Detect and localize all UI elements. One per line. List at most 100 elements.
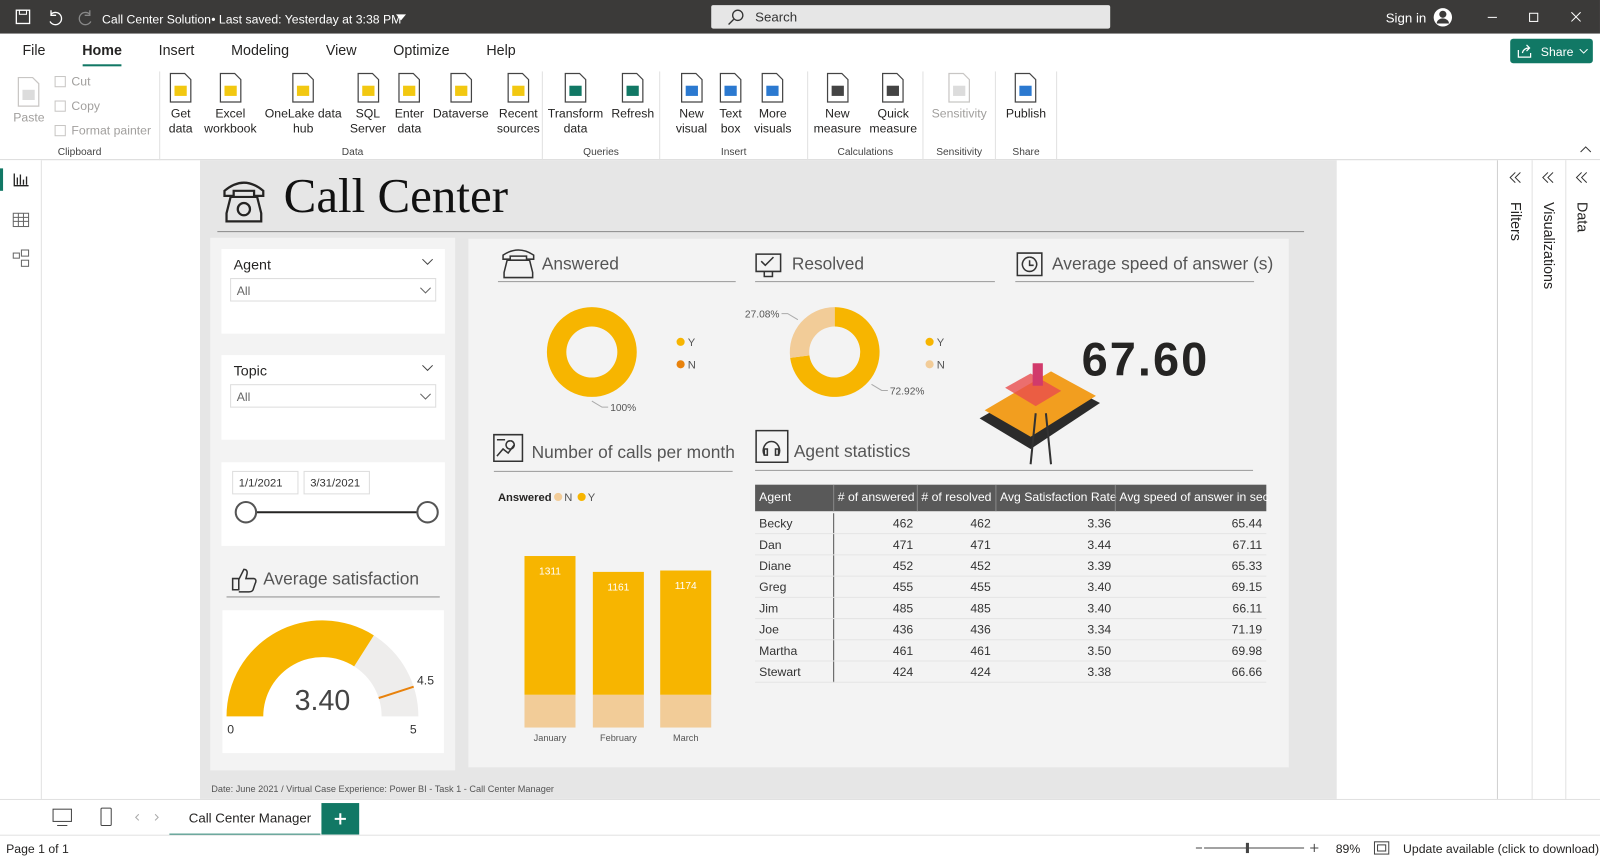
page-tab[interactable]: Call Center Manager <box>169 800 321 837</box>
button-label: Publish <box>1005 106 1047 121</box>
update-notice[interactable]: Update available (click to download) <box>1403 841 1600 857</box>
legend-title: Answered <box>498 492 552 504</box>
ribbon-button[interactable]: Publish <box>1003 71 1049 121</box>
ribbon-button[interactable]: Quick measure <box>866 71 920 136</box>
ribbon-button[interactable]: OneLake data hub <box>262 71 345 136</box>
ribbon-button[interactable]: Refresh <box>608 71 657 136</box>
table-cell: 424 <box>970 665 991 679</box>
icon-accent <box>361 85 374 96</box>
table-cell: 69.15 <box>1232 580 1263 594</box>
table-cell: 3.36 <box>1087 517 1111 531</box>
button-label: Quick <box>877 106 909 121</box>
zoom-slider[interactable] <box>1192 840 1325 856</box>
paste-button[interactable]: Paste <box>10 76 47 126</box>
add-page[interactable] <box>321 803 360 835</box>
menu-tab[interactable]: Insert <box>158 41 195 59</box>
button-icon <box>169 72 192 103</box>
menu-tab[interactable]: Help <box>486 41 516 59</box>
menu-tab[interactable]: Home <box>82 42 122 67</box>
bar-segment <box>660 694 712 728</box>
button-icon <box>507 72 530 103</box>
report-footer: Date: June 2021 / Virtual Case Experienc… <box>211 784 554 794</box>
table-cell: 65.44 <box>1232 517 1263 531</box>
table-cell: 436 <box>970 623 991 637</box>
x-tick-label: January <box>534 733 567 743</box>
menu-tab[interactable]: Optimize <box>393 41 450 59</box>
label-leader <box>781 313 799 321</box>
menu-tab[interactable]: View <box>325 41 357 59</box>
group-name: Calculations <box>837 146 894 159</box>
ribbon-button[interactable]: More visuals <box>751 71 795 136</box>
button-label: OneLake data <box>264 106 342 121</box>
table-header <box>755 484 1267 512</box>
pane-tab[interactable]: Filters <box>1508 170 1524 241</box>
menu-tab[interactable]: File <box>22 41 46 59</box>
search-box[interactable]: Search <box>711 5 1111 29</box>
menu-tab[interactable]: Modeling <box>231 41 290 59</box>
icon-accent <box>626 85 639 96</box>
button-label: data <box>397 121 422 136</box>
bar-segment <box>524 694 576 728</box>
menu-bar: File Home Insert Modeling View Optimize Help S… <box>0 33 1600 68</box>
small-button[interactable]: Copy <box>53 99 100 113</box>
ribbon-button[interactable]: Sensitivity <box>929 71 990 121</box>
table-cell: Stewart <box>759 665 801 679</box>
ribbon-button[interactable]: Enter data <box>391 71 428 136</box>
pane-tab[interactable]: Data <box>1574 170 1591 232</box>
ribbon-button[interactable]: Dataverse <box>430 71 492 136</box>
button-label: hub <box>292 121 314 136</box>
pane-tab[interactable]: Visualizations <box>1541 170 1557 289</box>
status-bar: Page 1 of 1 89% Update available (click … <box>0 834 1600 859</box>
chevrons <box>1575 172 1588 184</box>
sign-in[interactable]: Sign in <box>1385 10 1427 26</box>
heading-icon <box>231 568 257 593</box>
table-cell: 69.98 <box>1232 644 1263 658</box>
ribbon-button[interactable]: SQL Server <box>347 71 389 136</box>
icon-accent <box>831 85 844 96</box>
gauge-track <box>354 635 419 717</box>
ribbon-group: Paste Cut Copy Format painter Clipboard <box>0 71 161 161</box>
table-cell: 3.40 <box>1087 580 1111 594</box>
legend-label: N <box>937 359 945 371</box>
slicer-dropdown[interactable] <box>230 384 437 408</box>
share-button[interactable]: Share <box>1510 38 1593 64</box>
collapse-ribbon[interactable] <box>1580 145 1592 153</box>
table-cell: 66.66 <box>1232 665 1263 679</box>
ribbon-button[interactable]: Get data <box>162 71 199 136</box>
dropdown-icon[interactable] <box>395 14 407 21</box>
table-cell: 71.19 <box>1232 623 1263 637</box>
chevron <box>422 364 434 372</box>
button-label: More <box>758 106 787 121</box>
button-row: New measure Quick measure <box>808 71 922 136</box>
small-button[interactable]: Format painter <box>53 123 151 138</box>
legend-dot <box>925 360 934 369</box>
report-title: Call Center <box>284 168 508 223</box>
table-cell: 3.44 <box>1087 538 1111 552</box>
date-input[interactable] <box>303 470 370 495</box>
small-button[interactable]: Cut <box>53 74 90 89</box>
button-label: measure <box>813 121 862 136</box>
ribbon-button[interactable]: Excel workbook <box>201 71 260 136</box>
ribbon-button[interactable]: Recent sources <box>494 71 543 136</box>
group-name: Data <box>341 146 364 159</box>
page-tab-label: Call Center Manager <box>188 810 312 826</box>
button-label: visuals <box>754 121 792 136</box>
slicer-dropdown[interactable] <box>230 278 437 302</box>
button-label: Text <box>719 106 742 121</box>
button-icon <box>826 72 849 103</box>
gauge-target <box>378 685 414 700</box>
fit-icon[interactable] <box>1373 841 1390 855</box>
slicer-label: Agent <box>234 257 271 273</box>
ribbon-button[interactable]: New visual <box>673 71 710 136</box>
slider-handle[interactable] <box>416 501 439 524</box>
ribbon-button[interactable]: New measure <box>811 71 865 136</box>
side-panes: Filters Visualizations Data <box>1496 160 1600 799</box>
slider-handle[interactable] <box>234 501 258 524</box>
group-name: Sensitivity <box>936 146 983 159</box>
phone-icon <box>223 181 265 223</box>
button-icon <box>621 72 644 103</box>
ribbon-button[interactable]: Text box <box>712 71 749 136</box>
date-input[interactable] <box>232 470 299 495</box>
ribbon-button[interactable]: Transform data <box>545 71 606 136</box>
bar-segment <box>592 571 644 695</box>
